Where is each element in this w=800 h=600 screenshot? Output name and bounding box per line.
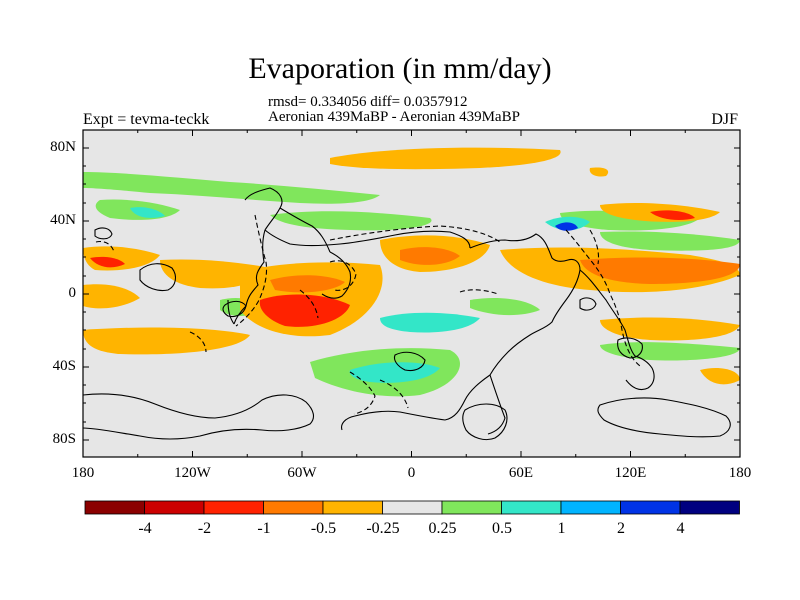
colorbar-segment [441,500,502,515]
map-title: Evaporation (in mm/day) [248,52,552,85]
fill-teal-south-central [349,362,440,383]
rmsd-diff-text: rmsd= 0.334056 diff= 0.0357912 [268,94,468,110]
coast-south-pole-region [82,393,315,440]
x-label-60w: 60W [287,465,317,481]
fill-green-nw [83,172,380,204]
x-label-60e: 60E [508,465,534,481]
colorbar-segment [560,500,621,515]
season-label: DJF [711,111,738,128]
fill-green-east-2 [600,231,740,251]
coast-east-island [617,337,643,359]
colorbar-label: 1 [557,520,566,537]
colorbar-label: -0.25 [366,520,400,537]
positive-anomaly-fills [83,172,740,397]
fill-orange-south-east [600,317,740,341]
fill-orange-west-tropics-2 [83,284,140,309]
coast-north-peninsula [279,207,352,299]
dash-north-arc [329,225,501,243]
x-label-180-right: 180 [728,465,752,481]
colorbar-label: -1 [257,520,271,537]
coast-small-island-west [222,300,247,318]
map-plot-area [82,129,741,458]
colorbar [84,500,740,515]
dash-center-island [329,260,357,291]
x-label-120e: 120E [614,465,647,481]
y-label-40n: 40N [50,212,76,228]
y-label-40s: 40S [52,358,76,374]
x-label-0: 0 [407,465,416,481]
dash-north-west [235,214,268,327]
coast-east-lobe [579,269,655,391]
colorbar-segment [144,500,205,515]
coast-west-island [139,263,177,292]
fill-orange-arctic [330,147,561,170]
dash-south-cluster-2 [379,379,409,409]
y-label-80n: 80N [50,139,76,155]
colorbar-label: -0.5 [310,520,337,537]
fill-red-north-east [650,210,695,220]
fill-deep-orange-central [270,275,345,293]
y-label-80s: 80S [52,431,76,447]
fill-orange-south-east-2 [700,368,740,385]
colorbar-label: 2 [617,520,625,537]
colorbar-label: 4 [676,520,685,537]
fill-green-equatorial-east [470,298,540,316]
fill-teal-north-pacific [130,207,165,218]
fill-red-africa-region [400,247,460,265]
coast-mid-island [393,351,426,372]
dash-east-coast-2 [589,229,600,265]
negative-anomaly-fills [83,147,740,385]
coastlines [82,187,731,441]
coast-south-center-island [462,403,508,441]
colorbar-segment [84,500,145,515]
x-label-120w: 120W [174,465,211,481]
colorbar-segment [322,500,383,515]
colorbar-label: -2 [197,520,212,537]
fill-teal-equatorial [380,312,480,333]
colorbar-label: 0.25 [428,520,457,537]
comparison-text: Aeronian 439MaBP - Aeronian 439MaBP [268,109,520,125]
x-label-180-left: 180 [71,465,95,481]
dash-south-cluster [349,371,376,415]
colorbar-segment [263,500,324,515]
coast-small-east [579,297,597,311]
stats-block: rmsd= 0.334056 diff= 0.0357912 Aeronian … [268,95,520,125]
dash-equator-west [459,289,499,295]
dashed-coastlines [95,214,641,415]
fill-red-central-tropics [259,294,350,327]
dash-center-west [299,289,319,319]
axis-ticks [82,130,741,457]
coast-south-lobe [487,374,506,435]
colorbar-segment [620,500,681,515]
fill-red-west-40n [90,256,125,268]
dash-south-west [189,331,207,353]
fill-orange-arctic-small [589,167,609,177]
colorbar-segment [501,500,562,515]
coast-small-north-west [94,227,113,240]
colorbar-segment [679,500,740,515]
colorbar-segment [203,500,264,515]
fill-deep-orange-east-tropics [580,257,740,284]
coast-south-east-region [597,397,731,438]
colorbar-label: 0.5 [492,520,512,537]
fill-blue-east [555,222,578,231]
y-label-0: 0 [68,285,77,301]
colorbar-segment [382,500,443,515]
colorbar-label: -4 [138,520,152,537]
experiment-label: Expt = tevma-teckk [83,111,210,128]
dash-west-small [95,240,115,253]
fill-orange-south-west [83,327,250,355]
dash-east-coast [565,229,641,367]
